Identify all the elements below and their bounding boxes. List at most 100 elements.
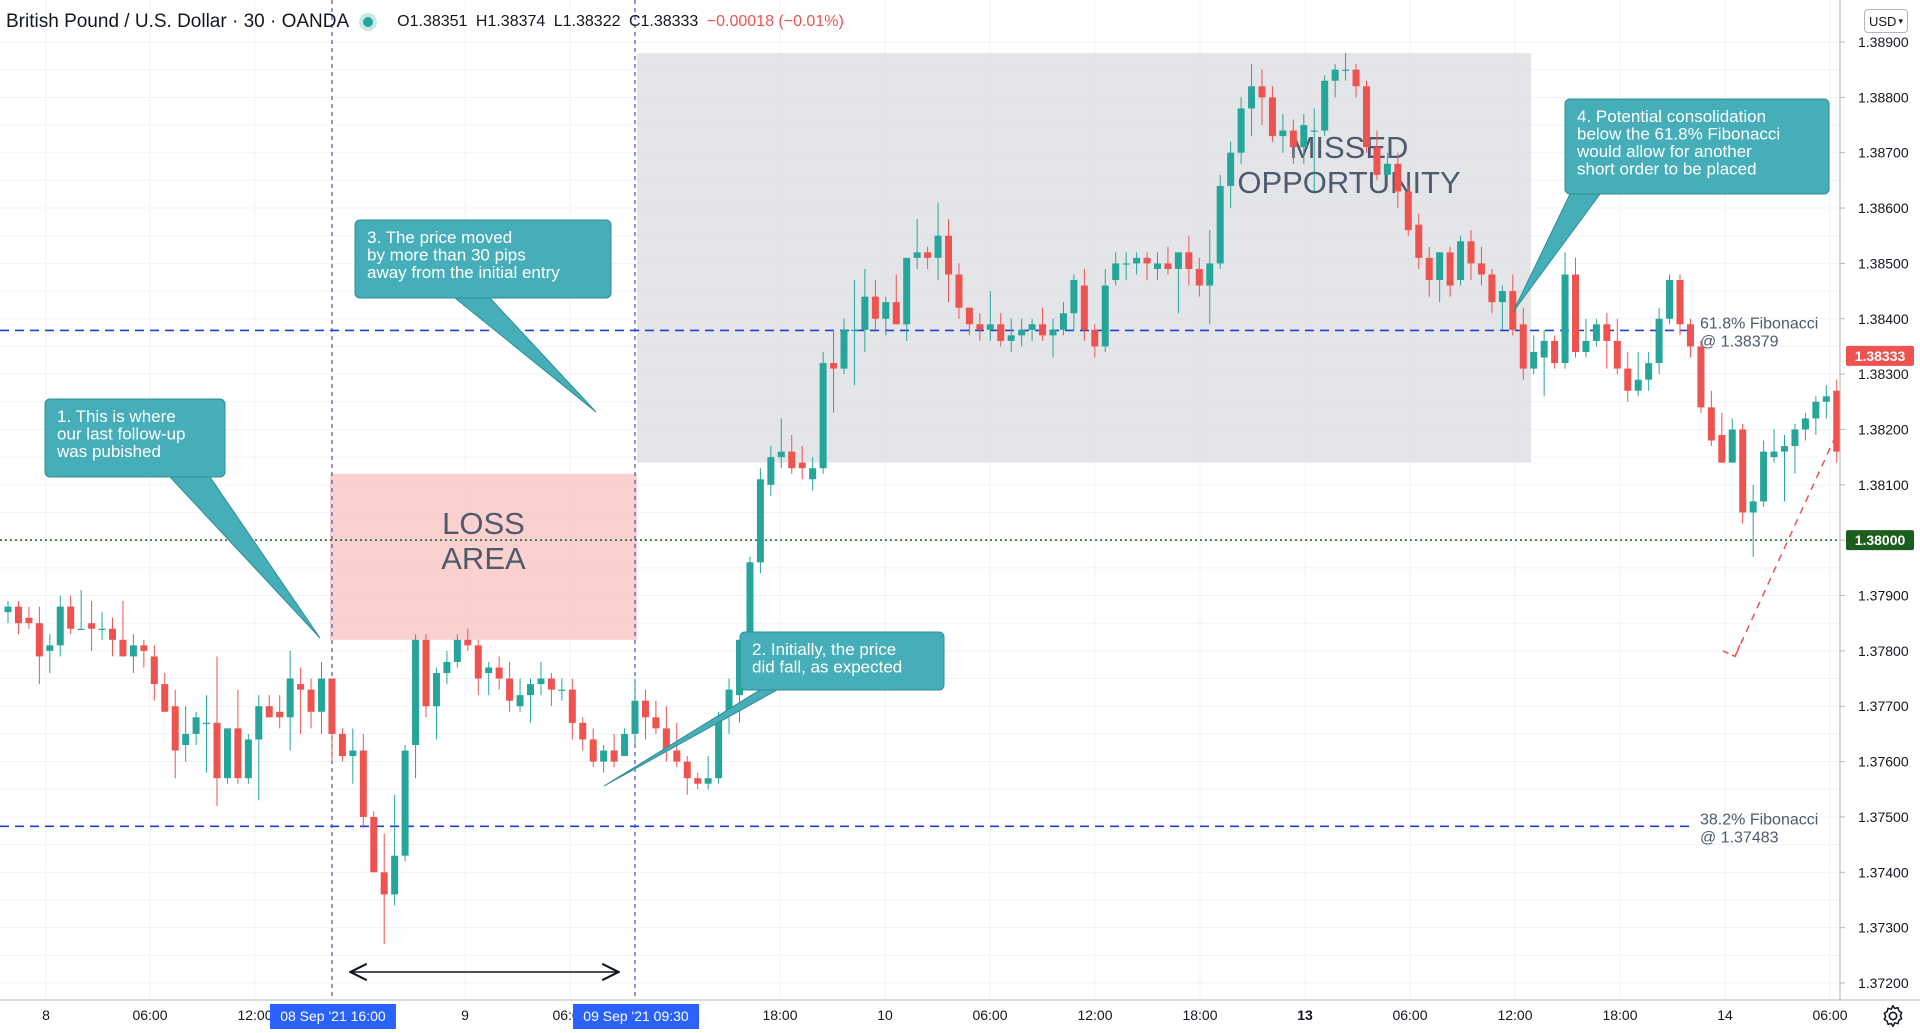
candle[interactable] <box>558 678 566 701</box>
candle[interactable] <box>704 756 712 790</box>
candle[interactable] <box>1394 152 1402 209</box>
candle[interactable] <box>1770 429 1778 463</box>
candle[interactable] <box>850 280 858 386</box>
candle[interactable] <box>945 219 952 303</box>
candle[interactable] <box>694 772 702 790</box>
candle[interactable] <box>1833 379 1841 463</box>
candle[interactable] <box>819 351 827 474</box>
candle[interactable] <box>1310 108 1318 192</box>
candle[interactable] <box>1049 318 1057 358</box>
candle[interactable] <box>830 329 838 413</box>
candle[interactable] <box>4 601 12 624</box>
candle[interactable] <box>1300 113 1308 164</box>
candle[interactable] <box>213 656 221 806</box>
candle[interactable] <box>1154 252 1161 281</box>
candle[interactable] <box>443 650 451 685</box>
candle[interactable] <box>1822 385 1830 419</box>
candle[interactable] <box>1143 252 1151 281</box>
candle[interactable] <box>1342 53 1350 81</box>
candle[interactable] <box>1331 64 1339 98</box>
candle[interactable] <box>1248 64 1256 137</box>
candle[interactable] <box>1112 252 1120 286</box>
candle[interactable] <box>349 728 357 784</box>
candle[interactable] <box>1655 307 1663 375</box>
candle[interactable] <box>244 733 252 784</box>
candle[interactable] <box>1781 435 1788 502</box>
candle[interactable] <box>840 318 848 375</box>
candle[interactable] <box>1206 230 1214 325</box>
candle[interactable] <box>1321 75 1329 137</box>
candle[interactable] <box>1645 351 1653 391</box>
candle[interactable] <box>1572 257 1579 358</box>
candle[interactable] <box>1039 307 1047 341</box>
candle[interactable] <box>1760 440 1768 507</box>
candle[interactable] <box>370 811 378 873</box>
candle[interactable] <box>1268 86 1276 142</box>
candle[interactable] <box>338 728 346 762</box>
candle[interactable] <box>913 219 921 269</box>
candle[interactable] <box>485 661 493 696</box>
candle[interactable] <box>67 595 75 635</box>
candle[interactable] <box>1666 274 1674 325</box>
candle[interactable] <box>380 833 388 945</box>
candle[interactable] <box>328 678 336 762</box>
candle[interactable] <box>631 678 639 745</box>
candle[interactable] <box>1185 235 1193 286</box>
candle[interactable] <box>903 257 911 341</box>
candle[interactable] <box>537 661 545 696</box>
candle[interactable] <box>1676 274 1684 336</box>
candle[interactable] <box>1227 141 1235 209</box>
candle[interactable] <box>286 650 294 751</box>
candle[interactable] <box>98 612 106 640</box>
candle[interactable] <box>683 756 691 795</box>
candle[interactable] <box>1592 318 1600 347</box>
candle[interactable] <box>1289 119 1297 164</box>
candle[interactable] <box>203 695 211 773</box>
candle[interactable] <box>641 689 649 740</box>
candle[interactable] <box>579 717 587 751</box>
candle[interactable] <box>882 296 890 336</box>
candle[interactable] <box>1509 274 1517 336</box>
candle[interactable] <box>1582 318 1590 358</box>
currency-dropdown[interactable]: USD ▾ <box>1864 9 1908 33</box>
candle[interactable] <box>140 639 148 668</box>
candle[interactable] <box>359 733 367 829</box>
candle[interactable] <box>1091 324 1099 358</box>
candle[interactable] <box>129 634 137 674</box>
candle[interactable] <box>976 313 984 341</box>
candle[interactable] <box>474 639 482 696</box>
candle[interactable] <box>1174 252 1182 314</box>
candle[interactable] <box>652 700 660 734</box>
candle[interactable] <box>46 634 54 674</box>
candle[interactable] <box>767 446 775 496</box>
candle[interactable] <box>1216 174 1224 269</box>
candle[interactable] <box>1059 302 1067 336</box>
candle[interactable] <box>1561 252 1569 369</box>
candle[interactable] <box>1624 351 1632 402</box>
candle[interactable] <box>265 695 273 718</box>
candle[interactable] <box>892 274 900 325</box>
candle[interactable] <box>1258 69 1266 126</box>
candle[interactable] <box>1080 268 1088 341</box>
candle[interactable] <box>1686 318 1694 358</box>
candle[interactable] <box>662 706 670 762</box>
candle[interactable] <box>161 673 169 712</box>
candle[interactable] <box>1383 152 1391 186</box>
candle[interactable] <box>1404 185 1412 236</box>
candle[interactable] <box>1707 390 1715 447</box>
candle[interactable] <box>1425 246 1433 297</box>
candle[interactable] <box>1279 113 1287 153</box>
candle[interactable] <box>1540 329 1548 397</box>
candle[interactable] <box>1415 213 1423 269</box>
candle[interactable] <box>1519 307 1527 380</box>
candle[interactable] <box>1812 396 1820 436</box>
candle[interactable] <box>234 689 242 784</box>
candle[interactable] <box>1352 64 1360 98</box>
gear-icon[interactable] <box>1880 1003 1906 1029</box>
candle[interactable] <box>1446 246 1454 297</box>
candle[interactable] <box>1551 335 1559 369</box>
candle[interactable] <box>1373 130 1381 181</box>
candle[interactable] <box>1363 80 1370 153</box>
candle[interactable] <box>1436 252 1444 303</box>
candle[interactable] <box>506 661 514 712</box>
